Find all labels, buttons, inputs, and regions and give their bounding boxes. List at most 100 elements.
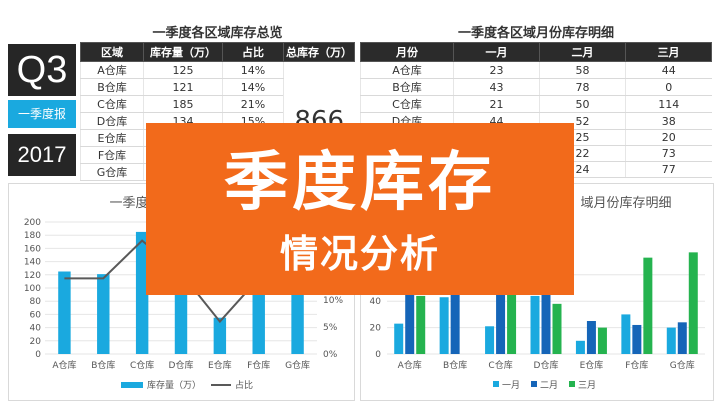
table-row: C仓库 21 50 114 bbox=[360, 95, 712, 113]
y-tick-label: 20 bbox=[370, 324, 382, 334]
summary-table-title: 一季度各区域库存总览 bbox=[152, 26, 283, 41]
mar-cell: 0 bbox=[625, 78, 712, 96]
bar bbox=[405, 288, 415, 354]
table-row: B仓库 43 78 0 bbox=[360, 78, 712, 96]
x-tick-label: A仓库 bbox=[52, 359, 76, 371]
x-tick-label: C仓库 bbox=[488, 359, 512, 371]
col-header-feb: 二月 bbox=[539, 42, 626, 62]
y2-tick-label: 0% bbox=[323, 350, 338, 360]
share-cell: 14% bbox=[222, 78, 284, 96]
col-header-mar: 三月 bbox=[625, 42, 712, 62]
y-tick-label: 40 bbox=[30, 324, 42, 334]
y-tick-label: 0 bbox=[375, 350, 381, 360]
bar bbox=[496, 288, 506, 354]
region-cell: E仓库 bbox=[80, 129, 144, 147]
bar bbox=[643, 257, 653, 354]
region-cell: G仓库 bbox=[80, 163, 144, 181]
x-tick-label: F仓库 bbox=[625, 359, 648, 371]
report-label: 一季度报 bbox=[8, 100, 76, 128]
y-tick-label: 200 bbox=[24, 218, 41, 228]
bar bbox=[541, 285, 551, 354]
bar bbox=[213, 317, 227, 354]
col-header-jan: 一月 bbox=[453, 42, 540, 62]
region-cell: C仓库 bbox=[360, 95, 454, 113]
quarter-badge: Q3 bbox=[8, 44, 76, 96]
y-tick-label: 180 bbox=[24, 231, 41, 241]
title-banner: 季度库存 情况分析 bbox=[146, 123, 574, 295]
legend-label-stock: 库存量（万） bbox=[147, 379, 201, 391]
x-tick-label: E仓库 bbox=[580, 359, 604, 371]
bar bbox=[485, 326, 495, 354]
region-cell: B仓库 bbox=[80, 78, 144, 96]
y-tick-label: 60 bbox=[30, 310, 42, 320]
banner-subtitle: 情况分析 bbox=[279, 232, 440, 276]
legend-label: 二月 bbox=[540, 380, 558, 391]
jan-cell: 43 bbox=[453, 78, 540, 96]
bar bbox=[688, 252, 698, 354]
jan-cell: 21 bbox=[453, 95, 540, 113]
x-tick-label: B仓库 bbox=[443, 359, 467, 371]
col-header-region: 区域 bbox=[80, 42, 144, 62]
x-tick-label: F仓库 bbox=[247, 359, 270, 371]
x-tick-label: D仓库 bbox=[169, 359, 194, 371]
x-tick-label: G仓库 bbox=[285, 359, 310, 371]
x-tick-label: B仓库 bbox=[91, 359, 115, 371]
mar-cell: 44 bbox=[625, 61, 712, 79]
bar bbox=[552, 303, 562, 354]
y-tick-label: 0 bbox=[35, 350, 41, 360]
table-row: B仓库 121 14% bbox=[80, 78, 355, 96]
legend-label: 一月 bbox=[502, 380, 520, 391]
monthly-table-title: 一季度各区域月份库存明细 bbox=[457, 26, 614, 41]
legend-label-share: 占比 bbox=[235, 379, 253, 391]
x-tick-label: G仓库 bbox=[670, 359, 695, 371]
legend-label: 三月 bbox=[578, 380, 596, 391]
bar bbox=[450, 288, 460, 354]
y-tick-label: 40 bbox=[370, 297, 382, 307]
feb-cell: 58 bbox=[539, 61, 626, 79]
y2-tick-label: 5% bbox=[323, 323, 338, 333]
y-tick-label: 100 bbox=[24, 284, 41, 294]
bar bbox=[530, 295, 540, 354]
x-tick-label: D仓库 bbox=[534, 359, 559, 371]
left-chart-title: 一季度 bbox=[109, 196, 149, 211]
mar-cell: 73 bbox=[625, 145, 712, 162]
y-tick-label: 140 bbox=[24, 258, 41, 268]
table-row: A仓库 23 58 44 bbox=[360, 61, 712, 79]
legend-swatch-stock bbox=[121, 382, 143, 388]
y-tick-label: 160 bbox=[24, 244, 41, 254]
bar bbox=[575, 340, 585, 354]
stock-cell: 125 bbox=[143, 61, 223, 79]
bar bbox=[58, 271, 71, 354]
bar bbox=[394, 323, 404, 354]
region-cell: A仓库 bbox=[80, 61, 144, 79]
legend-swatch bbox=[569, 381, 575, 387]
bar bbox=[439, 297, 449, 354]
feb-cell: 50 bbox=[539, 95, 626, 113]
stock-cell: 185 bbox=[143, 95, 223, 113]
y-tick-label: 120 bbox=[24, 271, 41, 281]
bar bbox=[586, 321, 596, 354]
year-badge: 2017 bbox=[8, 134, 76, 176]
region-cell: A仓库 bbox=[360, 61, 454, 79]
bar bbox=[416, 295, 426, 354]
legend-swatch bbox=[531, 381, 537, 387]
region-cell: D仓库 bbox=[80, 112, 144, 130]
right-chart-title: 域月份库存明细 bbox=[580, 196, 672, 211]
col-header-share: 占比 bbox=[222, 42, 284, 62]
y2-tick-label: 10% bbox=[323, 296, 343, 306]
mar-cell: 38 bbox=[625, 112, 712, 130]
banner-main-title: 季度库存 bbox=[224, 146, 496, 220]
region-cell: F仓库 bbox=[80, 146, 144, 164]
col-header-month: 月份 bbox=[360, 42, 454, 62]
mar-cell: 20 bbox=[625, 129, 712, 146]
feb-cell: 78 bbox=[539, 78, 626, 96]
bar bbox=[97, 274, 110, 354]
col-header-total: 总库存（万） bbox=[283, 42, 355, 62]
bar bbox=[677, 322, 687, 354]
mar-cell: 114 bbox=[625, 95, 712, 113]
share-cell: 21% bbox=[222, 95, 284, 113]
bar bbox=[597, 327, 607, 354]
table-row: A仓库 125 14% 866 bbox=[80, 61, 355, 181]
region-cell: C仓库 bbox=[80, 95, 144, 113]
share-cell: 14% bbox=[222, 61, 284, 79]
